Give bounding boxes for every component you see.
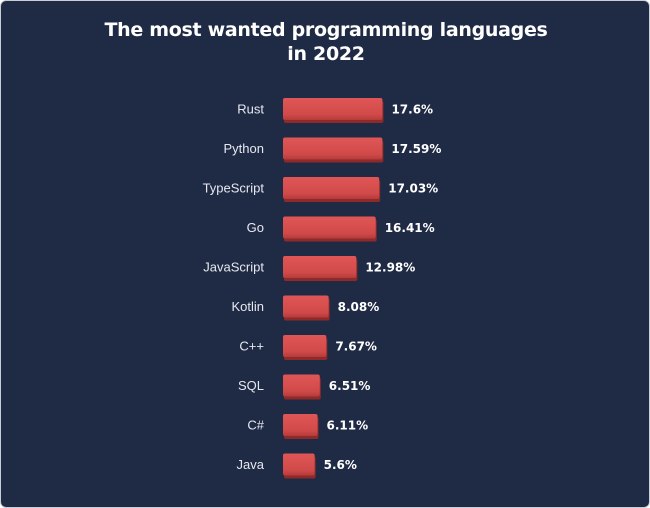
bar (283, 295, 329, 318)
category-label: C# (247, 418, 264, 433)
value-label: 7.67% (335, 340, 377, 354)
bar (283, 177, 380, 199)
chart-title-line-2: in 2022 (287, 43, 365, 65)
value-label: 12.98% (365, 261, 415, 275)
category-label: SQL (238, 378, 264, 393)
category-label: Python (224, 141, 264, 156)
value-label: 6.11% (327, 419, 369, 433)
category-label: JavaScript (203, 260, 264, 275)
category-label: Rust (237, 102, 264, 117)
bar (283, 98, 383, 120)
category-label: Java (237, 457, 265, 472)
bar (283, 256, 357, 278)
chart-title-line-1: The most wanted programming languages (104, 19, 548, 41)
value-label: 17.03% (388, 182, 438, 196)
bar (283, 374, 320, 397)
bar (283, 216, 376, 239)
bar (283, 414, 318, 436)
bar (283, 137, 383, 160)
category-label: C++ (239, 339, 264, 354)
category-label: TypeScript (203, 181, 265, 196)
bar (283, 453, 315, 476)
category-label: Kotlin (231, 299, 264, 314)
value-label: 16.41% (385, 221, 435, 235)
value-label: 5.6% (324, 458, 357, 472)
value-label: 8.08% (338, 300, 380, 314)
value-label: 17.6% (391, 103, 433, 117)
category-label: Go (247, 220, 264, 235)
value-label: 6.51% (329, 379, 371, 393)
bar (283, 335, 327, 357)
value-label: 17.59% (391, 142, 441, 156)
chart-title: The most wanted programming languages in… (1, 18, 649, 66)
